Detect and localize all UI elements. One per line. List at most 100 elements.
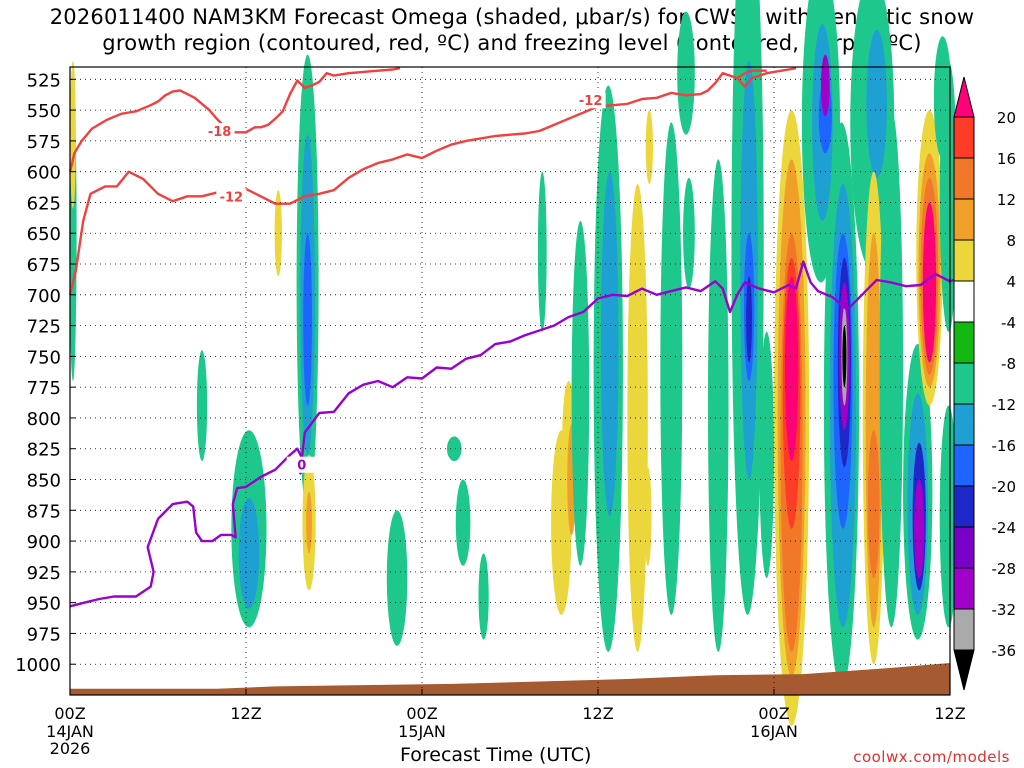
colorbar-label--24: -24 — [992, 519, 1017, 537]
x-tick-date: 16JAN — [750, 722, 798, 741]
omega-region-4 — [238, 497, 260, 609]
contour-label-minus-12-lower-bg — [216, 188, 247, 205]
colorbar-label--12: -12 — [992, 396, 1017, 414]
plot-frame — [69, 66, 951, 696]
terrain — [70, 663, 950, 695]
contour-dgz_mid_-12C_upper — [736, 69, 767, 80]
contour-label-minus-12-upper-bg — [575, 92, 606, 109]
omega-region-15 — [537, 171, 547, 332]
colorbar-bin-3 — [953, 239, 975, 282]
colorbar-label-16: 16 — [997, 150, 1016, 168]
colorbar-bin-10 — [953, 526, 975, 569]
y-tick-label-650: 650 — [27, 224, 61, 245]
contour-label-freezing: 0 — [297, 459, 306, 474]
colorbar-label--32: -32 — [992, 601, 1017, 619]
omega-region-65 — [939, 405, 958, 628]
x-tick-label: 00Z — [406, 704, 437, 723]
colorbar-bin-12 — [953, 608, 975, 651]
colorbar-bin-11 — [953, 567, 975, 610]
colorbar-label-12: 12 — [997, 191, 1016, 209]
omega-region-63 — [922, 202, 937, 363]
contour-lines: -18 -12 -12 0 — [68, 67, 973, 608]
omega-region-19 — [571, 220, 590, 566]
x-tick-label: 12Z — [582, 704, 613, 723]
omega-region-10 — [306, 491, 313, 554]
y-tick-label-525: 525 — [27, 70, 61, 91]
omega-region-59 — [914, 479, 925, 579]
y-tick-label-925: 925 — [27, 563, 61, 584]
omega-region-51 — [866, 30, 887, 178]
colorbar: 20 16 12 8 4 -4 -8 -12 -16 -20 -24 -28 -32 -36 — [953, 76, 1017, 691]
omega-region-26 — [677, 11, 695, 135]
colorbar-label--8: -8 — [1001, 355, 1016, 373]
contour-label-minus-18-bg — [204, 123, 235, 140]
credit-text[interactable]: coolwx.com/models — [853, 748, 1010, 766]
chart-title-line-2: growth region (contoured, red, ºC) and f… — [102, 31, 922, 55]
x-tick-year: 2026 — [50, 739, 91, 758]
colorbar-label-8: 8 — [1006, 232, 1016, 250]
omega-region-27 — [683, 177, 695, 289]
omega-region-8 — [303, 233, 312, 406]
colorbar-bin-6 — [953, 362, 975, 405]
colorbar-bin-8 — [953, 444, 975, 487]
omega-region-14 — [478, 553, 489, 640]
omega-region-11 — [386, 510, 408, 646]
colorbar-bin-7 — [953, 403, 975, 446]
omega-region-13 — [455, 479, 471, 566]
y-tick-label-575: 575 — [27, 132, 61, 153]
contour-label-minus-18: -18 — [208, 125, 232, 140]
x-tick-date: 14JAN — [46, 722, 94, 741]
omega-region-22 — [627, 183, 648, 652]
omega-shading — [69, 0, 958, 726]
y-tick-label-775: 775 — [27, 378, 61, 399]
contour-label-freezing-bg — [286, 456, 317, 473]
omega-region-12 — [446, 436, 462, 462]
colorbar-bottom-arrow — [953, 649, 975, 691]
colorbar-bin-1 — [953, 157, 975, 200]
y-axis: 525 550 575 600 625 650 675 700 725 750 775 800 825 8… — [15, 70, 76, 676]
colorbar-bin-5 — [953, 321, 975, 364]
omega-region-23 — [644, 467, 652, 566]
omega-region-42 — [820, 54, 830, 117]
colorbar-label--20: -20 — [992, 478, 1017, 496]
omega-region-2 — [196, 350, 208, 462]
omega-region-21 — [600, 171, 619, 517]
y-tick-label-900: 900 — [27, 532, 61, 553]
colorbar-label--28: -28 — [992, 560, 1017, 578]
x-tick-label: 00Z — [758, 704, 789, 723]
x-tick-label: 12Z — [934, 704, 965, 723]
y-tick-label-700: 700 — [27, 286, 61, 307]
omega-region-33 — [759, 331, 775, 579]
omega-region-55 — [879, 110, 904, 628]
colorbar-label-4: 4 — [1006, 273, 1016, 291]
colorbar-label--4: -4 — [1001, 314, 1016, 332]
omega-region-38 — [785, 276, 799, 462]
omega-region-49 — [842, 325, 847, 388]
omega-region-1 — [70, 60, 76, 209]
contour-dgz_lower_-18C — [68, 67, 401, 172]
x-tick-label: 12Z — [230, 704, 261, 723]
colorbar-label--36: -36 — [992, 642, 1017, 660]
contour-freezing_level_0C — [69, 260, 973, 608]
y-tick-label-725: 725 — [27, 317, 61, 338]
omega-region-5 — [274, 190, 282, 277]
colorbar-bin-4 — [953, 280, 975, 323]
contour-dgz_upper_-12C — [68, 67, 797, 296]
colorbar-label-20: 20 — [997, 109, 1016, 127]
omega-region-25 — [660, 122, 683, 615]
y-tick-label-600: 600 — [27, 163, 61, 184]
colorbar-label--16: -16 — [992, 437, 1017, 455]
gridlines — [69, 67, 951, 695]
contour-label-minus-12-lower: -12 — [220, 190, 244, 205]
contour-label-minus-12-upper: -12 — [579, 94, 603, 109]
y-tick-label-550: 550 — [27, 101, 61, 122]
y-tick-label-625: 625 — [27, 193, 61, 214]
y-tick-label-750: 750 — [27, 347, 61, 368]
y-tick-label-675: 675 — [27, 255, 61, 276]
x-axis-label: Forecast Time (UTC) — [400, 744, 592, 766]
x-tick-label: 00Z — [54, 704, 85, 723]
y-tick-label-850: 850 — [27, 471, 61, 492]
omega-region-66 — [933, 36, 952, 160]
